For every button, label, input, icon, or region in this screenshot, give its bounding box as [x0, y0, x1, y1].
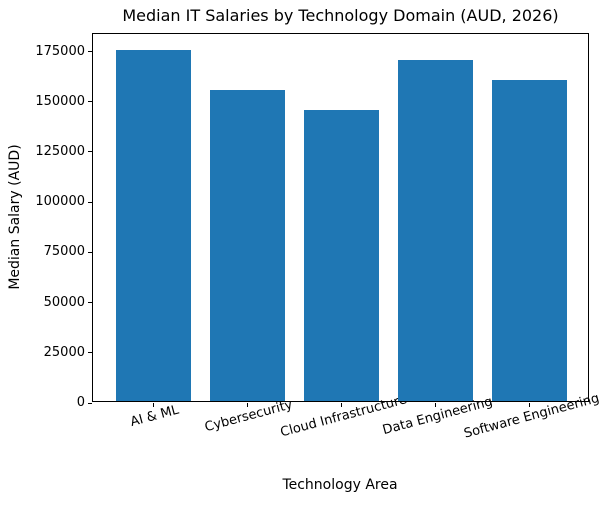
bar-ai-ml [115, 49, 191, 401]
y-tick-label: 25000 [43, 344, 85, 360]
y-tick-mark [88, 51, 92, 53]
y-tick-mark [88, 402, 92, 404]
y-tick-label: 100000 [35, 194, 85, 210]
y-tick-mark [88, 201, 92, 203]
chart-title: Median IT Salaries by Technology Domain … [122, 6, 559, 25]
bar-cloud-infrastructure [303, 109, 380, 401]
x-tick-mark [152, 403, 154, 407]
y-tick-label: 150000 [35, 93, 85, 109]
y-axis-label: Median Salary (AUD) [7, 144, 23, 290]
y-tick-label: 50000 [43, 294, 85, 310]
bar-data-engineering [397, 59, 474, 401]
y-tick-label: 0 [76, 395, 85, 410]
x-tick-mark [435, 403, 437, 407]
x-tick-mark [529, 403, 531, 407]
plot-area: AI & ML Cybersecurity Cloud Infrastructure… [35, 33, 601, 442]
y-tick-label: 175000 [35, 43, 85, 59]
x-tick-mark [246, 403, 248, 407]
y-tick-mark [88, 352, 92, 354]
x-tick-mark [341, 403, 342, 407]
bar-software-engineering [492, 79, 568, 401]
y-tick-label: 125000 [35, 143, 85, 159]
x-axis-label: Technology Area [282, 477, 398, 493]
y-tick-label: 75000 [43, 244, 85, 260]
y-tick-mark [88, 251, 92, 253]
y-tick-mark [88, 101, 92, 103]
bar-cybersecurity [209, 89, 286, 401]
y-tick-mark [88, 302, 92, 304]
y-tick-mark [88, 151, 92, 153]
